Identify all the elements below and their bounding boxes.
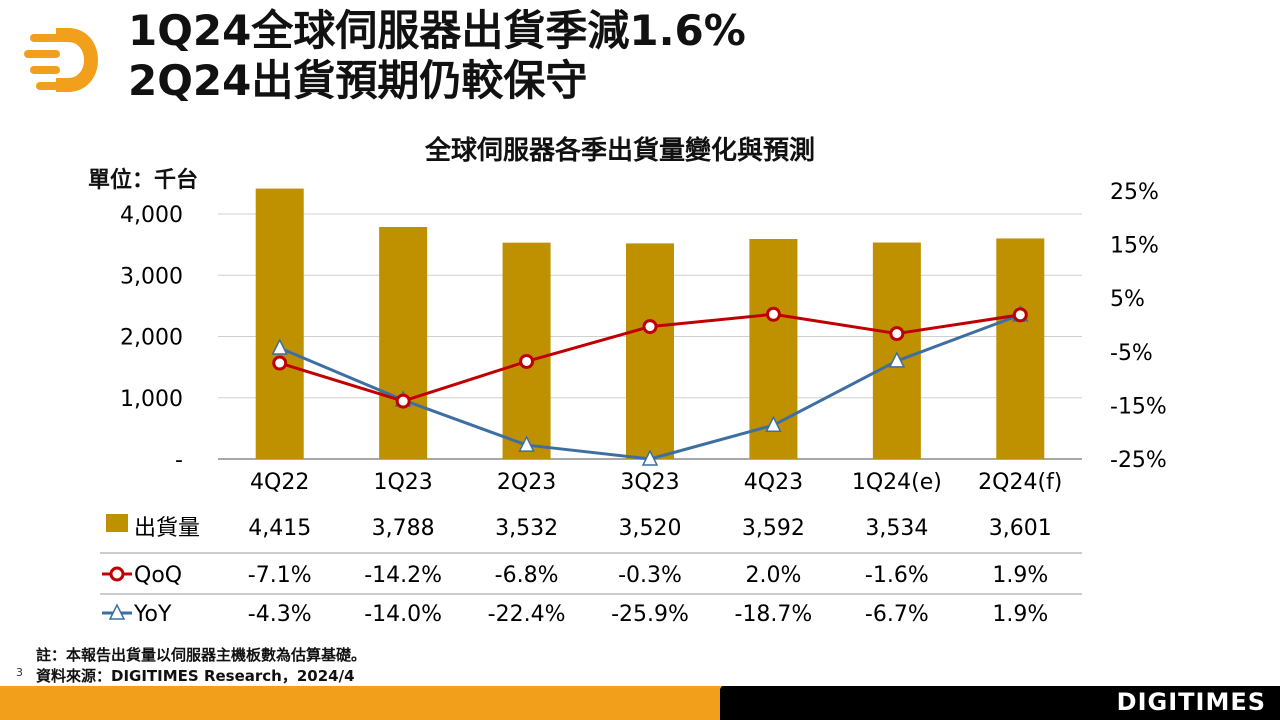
QoQ-point-4Q23 [765,306,781,322]
data-label: 3,601 [989,516,1052,541]
page-title-line1: 1Q24全球伺服器出貨季減1.6% [128,6,746,55]
chart-title: 全球伺服器各季出貨量變化與預測 [424,136,815,166]
QoQ-point-2Q23 [519,353,535,369]
bar-2Q23 [502,242,551,459]
data-label: 2.0% [745,563,801,588]
category-label: 1Q23 [373,470,432,495]
digitimes-logo-icon [24,28,98,92]
data-label: -14.0% [364,602,442,627]
page-number: 3 [16,666,23,679]
row-label-出貨量: 出貨量 [134,516,200,541]
data-label: -25.9% [611,602,689,627]
data-label: 3,592 [742,516,805,541]
category-label: 4Q22 [250,470,309,495]
data-label: -6.8% [495,563,559,588]
QoQ-point-2Q24(f) [1012,307,1028,323]
chart: - 1,000 2,000 3,000 4,000 -25% -15% -5% 5% 15% 25%… [100,180,1167,627]
data-label: 3,520 [619,516,682,541]
right-tick-label: 25% [1110,180,1159,205]
data-label: -22.4% [488,602,566,627]
right-tick-label: -5% [1110,341,1153,366]
left-tick-label: 3,000 [120,264,183,289]
YoY-point-4Q22 [271,338,288,355]
legend-bar-key [106,514,128,532]
QoQ-point-4Q22 [272,355,288,371]
unit-label: 單位：千台 [88,168,199,193]
YoY-point-1Q24(e) [888,351,906,368]
bar-2Q24(f) [996,238,1045,459]
data-label: 4,415 [248,516,311,541]
data-label: -0.3% [618,563,682,588]
QoQ-point-3Q23 [642,319,658,335]
data-label: 1.9% [992,602,1048,627]
left-tick-label: 1,000 [120,387,183,412]
bar-1Q23 [379,226,428,459]
category-label: 2Q23 [497,470,556,495]
footer-accent [0,686,720,720]
data-label: -14.2% [364,563,442,588]
legend-qoq-marker [109,566,125,582]
data-label: 3,532 [495,516,558,541]
bar-1Q24(e) [872,242,921,459]
row-label-YoY: YoY [133,602,172,627]
left-tick-label: 4,000 [120,203,183,228]
bar-4Q22 [255,188,304,460]
YoY-point-3Q23 [641,449,659,466]
footer-accent-slant [700,686,722,720]
right-tick-label: 15% [1110,234,1159,259]
bar-3Q23 [626,243,674,459]
brand-name: DIGITIMES [1116,688,1266,716]
YoY-point-2Q23 [518,435,535,452]
page-title-line2: 2Q24出貨預期仍較保守 [128,56,588,105]
data-label: -6.7% [865,602,929,627]
QoQ-point-1Q24(e) [889,326,905,342]
data-label: 3,788 [372,516,435,541]
category-label: 4Q23 [744,470,803,495]
data-label: -18.7% [735,602,813,627]
legend-yoy-marker [108,603,126,620]
left-tick-label: - [175,448,183,473]
row-label-QoQ: QoQ [134,563,182,588]
data-label: 1.9% [992,563,1048,588]
right-tick-label: 5% [1110,287,1145,312]
data-label: 3,534 [865,516,928,541]
QoQ-point-1Q23 [395,393,411,409]
category-label: 2Q24(f) [978,470,1062,495]
right-tick-label: -15% [1110,394,1167,419]
data-label: -4.3% [248,602,312,627]
YoY-point-4Q23 [765,415,782,432]
right-tick-label: -25% [1110,448,1167,473]
left-tick-label: 2,000 [120,326,183,351]
source-note: 資料來源：DIGITIMES Research，2024/4 [36,667,355,685]
data-label: -7.1% [248,563,312,588]
page-title: 1Q24全球伺服器出貨季減1.6% 2Q24出貨預期仍較保守 [128,6,746,106]
footnote: 註：本報告出貨量以伺服器主機板數為估算基礎。 [36,646,367,664]
category-label: 1Q24(e) [852,470,942,495]
data-label: -1.6% [865,563,929,588]
category-label: 3Q23 [620,470,679,495]
